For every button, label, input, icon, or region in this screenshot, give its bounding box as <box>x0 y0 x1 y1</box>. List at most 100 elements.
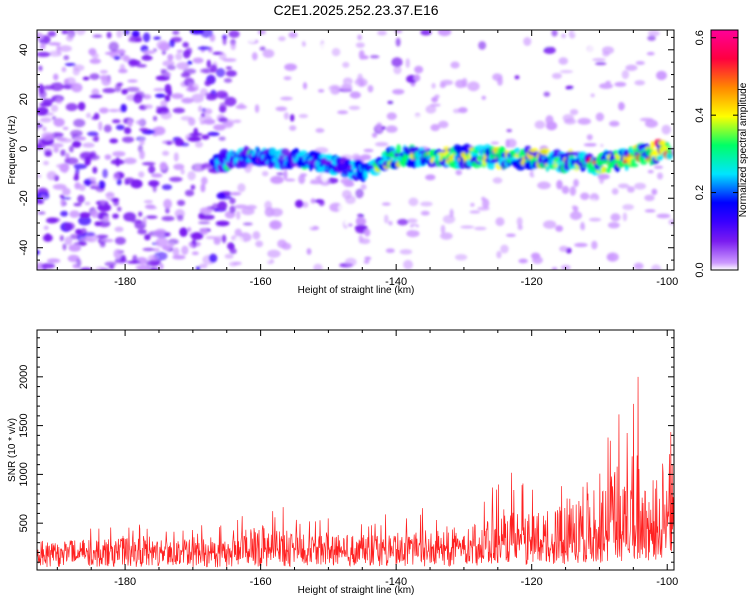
heatmap-cell <box>112 119 121 124</box>
heatmap-cell <box>171 93 184 100</box>
heatmap-cell <box>74 136 87 141</box>
heatmap-cell <box>621 70 630 80</box>
heatmap-cell <box>135 120 144 125</box>
heatmap-cell <box>405 58 410 69</box>
heatmap-cell <box>118 68 128 74</box>
heatmap-cell <box>48 50 62 57</box>
heatmap-cell <box>134 91 145 99</box>
heatmap-cell <box>82 76 90 81</box>
heatmap-cell <box>42 98 54 104</box>
heatmap-cell <box>98 121 103 131</box>
heatmap-cell <box>490 141 499 145</box>
heatmap-cell <box>288 31 298 39</box>
heatmap-cell <box>318 54 323 64</box>
heatmap-cell <box>79 267 93 270</box>
heatmap-cell <box>72 140 82 148</box>
heatmap-cell <box>647 35 656 41</box>
heatmap-cell <box>74 172 79 181</box>
heatmap-cell <box>53 117 65 127</box>
heatmap-cell <box>99 107 109 114</box>
heatmap-cell <box>597 251 604 255</box>
heatmap-cell <box>180 72 191 78</box>
heatmap-cell <box>229 197 236 205</box>
heatmap-cell <box>198 221 211 225</box>
heatmap-cell <box>275 106 288 112</box>
heatmap-cell <box>139 127 149 132</box>
heatmap-cell <box>514 75 520 80</box>
heatmap-cell <box>518 187 525 194</box>
heatmap-cell <box>284 63 297 71</box>
heatmap-cell <box>194 141 203 148</box>
x-tick-label: -160 <box>250 276 272 288</box>
heatmap-cell <box>161 49 167 55</box>
heatmap-cell <box>37 143 46 150</box>
heatmap-cell <box>269 207 283 217</box>
heatmap-cell <box>112 172 120 181</box>
heatmap-cell <box>82 142 95 148</box>
heatmap-cell <box>658 115 670 123</box>
heatmap-cell <box>79 212 91 218</box>
heatmap-cell <box>644 209 656 213</box>
colorbar-tick-label: 0.6 <box>694 30 706 45</box>
heatmap-cell <box>384 214 389 224</box>
heatmap-cell <box>93 134 100 142</box>
heatmap-cell <box>437 30 452 37</box>
heatmap-cell <box>246 204 257 210</box>
heatmap-cell <box>40 117 52 123</box>
heatmap-cell <box>602 98 616 108</box>
heatmap-cell <box>449 169 457 179</box>
heatmap-cell <box>444 196 453 204</box>
heatmap-cell <box>109 138 119 144</box>
heatmap-cell <box>397 218 409 226</box>
heatmap-cell <box>128 58 139 67</box>
heatmap-cell <box>164 83 172 94</box>
heatmap-cell <box>139 137 145 146</box>
heatmap-cell <box>505 138 510 148</box>
heatmap-cell <box>617 183 630 189</box>
heatmap-cell <box>182 41 189 48</box>
heatmap-cell <box>596 142 601 151</box>
heatmap-cell <box>656 70 667 81</box>
snr-line <box>37 376 674 568</box>
heatmap-cell <box>129 34 142 41</box>
heatmap-cell <box>69 233 79 240</box>
heatmap-cell <box>222 58 237 62</box>
heatmap-cell <box>612 130 621 137</box>
heatmap-cell <box>537 181 551 190</box>
heatmap-cell <box>647 230 657 238</box>
heatmap-cell <box>413 74 421 82</box>
heatmap-cell <box>589 198 598 208</box>
heatmap-cell <box>209 75 215 84</box>
heatmap-cell <box>92 34 103 38</box>
heatmap-cell <box>633 262 644 270</box>
heatmap-cell <box>392 88 405 95</box>
heatmap-cell <box>61 66 67 73</box>
heatmap-cell <box>363 209 373 216</box>
heatmap-cell <box>349 91 362 99</box>
heatmap-cell <box>144 104 153 109</box>
heatmap-cell <box>558 57 569 65</box>
heatmap-cell <box>92 166 98 174</box>
heatmap-cell <box>543 46 556 54</box>
heatmap-cell <box>53 73 59 81</box>
heatmap-cell <box>169 176 183 182</box>
heatmap-cell <box>41 132 55 141</box>
heatmap-cell <box>71 82 83 93</box>
heatmap-cell <box>543 91 551 97</box>
heatmap-cell <box>48 42 62 46</box>
heatmap-cell <box>60 197 66 207</box>
heatmap-cell <box>46 258 61 264</box>
heatmap-cell <box>91 182 100 188</box>
heatmap-cell <box>498 67 511 77</box>
x-tick-label: -180 <box>114 276 136 288</box>
heatmap-cell <box>360 184 367 190</box>
heatmap-cell <box>264 200 272 211</box>
heatmap-cell <box>120 103 127 113</box>
heatmap-cell <box>195 164 201 172</box>
heatmap-cell <box>200 30 213 38</box>
heatmap-cell <box>62 187 71 196</box>
heatmap-cell <box>506 129 512 133</box>
heatmap-cell <box>320 172 329 183</box>
heatmap-cell <box>97 203 112 212</box>
heatmap-cell <box>588 217 602 222</box>
